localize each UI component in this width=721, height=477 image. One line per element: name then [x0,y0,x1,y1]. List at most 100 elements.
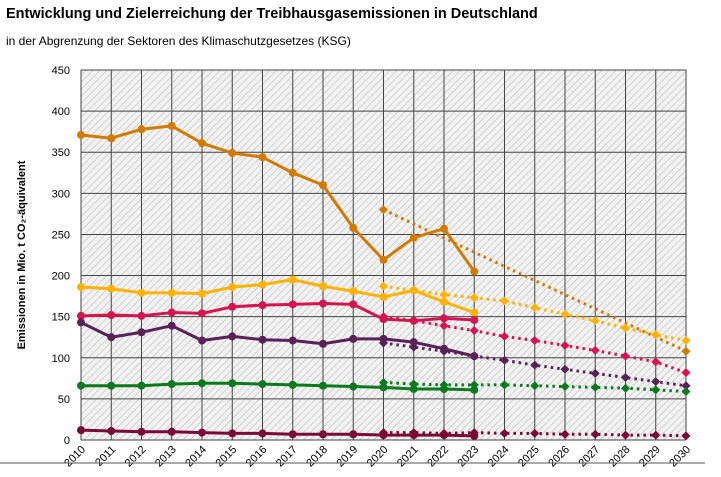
target-point [681,336,691,346]
target-point [560,382,570,392]
data-point [379,255,388,264]
data-point [258,429,267,438]
y-tick-label: 0 [64,435,70,447]
series-line [80,321,475,358]
target-point [530,336,540,346]
series-3-dotted [379,281,691,346]
target-point [590,382,600,392]
x-tick-label: 2015 [214,444,240,470]
data-point [440,314,448,323]
target-point [560,429,570,439]
x-tick-label: 2011 [93,444,118,469]
data-point [167,427,176,436]
data-point [288,380,297,389]
data-point [137,381,146,390]
data-point [440,297,448,306]
data-point [107,333,116,342]
series-9-dotted [379,377,691,396]
y-tick-label: 150 [52,312,70,324]
target-point [621,383,630,393]
target-point [409,379,419,389]
target-point [469,293,479,303]
data-point [409,338,418,347]
data-point [228,149,237,158]
data-point [440,224,448,233]
data-point [228,429,237,438]
target-point [560,309,570,319]
data-point [198,289,206,298]
chart-title: Entwicklung und Zielerreichung der Treib… [6,6,538,22]
data-point [137,311,146,320]
target-point [439,321,449,331]
target-point [530,360,540,370]
data-point [198,428,206,437]
x-tick-label: 2023 [456,444,482,470]
target-point [500,296,509,306]
data-point [137,328,146,337]
target-point [621,430,630,440]
target-point [409,428,419,438]
target-point [439,346,449,356]
target-point [530,303,540,313]
data-point [349,430,358,439]
target-point [651,330,661,340]
data-point [228,283,237,292]
target-point [379,205,388,215]
data-point [228,379,237,388]
target-point [590,368,600,378]
x-tick-label: 2018 [304,444,330,470]
data-point [198,309,206,318]
x-tick-label: 2010 [62,444,88,470]
data-point [349,223,358,232]
target-point [681,431,691,441]
data-point [349,334,358,343]
x-tick-label: 2019 [335,444,361,470]
data-point [319,282,327,291]
series-7-dotted [379,338,691,391]
data-point [137,125,146,134]
x-tick-label: 2025 [516,444,542,470]
data-point [137,288,146,297]
target-point [681,386,691,396]
data-point [137,427,146,436]
data-point [379,292,388,301]
data-point [319,339,327,348]
target-point [439,428,449,438]
data-point [77,381,85,390]
target-point [621,351,630,361]
series-line [80,428,475,438]
target-point [560,340,570,350]
x-tick-label: 2020 [365,444,391,470]
x-tick-label: 2029 [637,444,663,470]
series-line [383,315,687,374]
data-point [258,335,267,344]
data-point [167,380,176,389]
data-point [288,300,297,309]
y-tick-label: 100 [52,353,70,365]
data-point [319,430,327,439]
y-tick-label: 200 [52,271,70,283]
y-tick-label: 250 [52,229,70,241]
series-0-solid [77,121,479,276]
data-point [470,315,479,324]
target-point [379,428,388,438]
chart-subtitle: in der Abgrenzung der Sektoren des Klima… [6,34,351,48]
data-point [409,385,418,394]
data-point [258,153,267,162]
data-point [107,134,116,143]
target-point [500,380,509,390]
x-tick-label: 2028 [607,444,633,470]
data-point [198,379,206,388]
series-line [383,341,687,388]
series-4-solid [77,299,479,325]
target-point [469,380,479,390]
target-point [621,373,630,383]
target-point [469,428,479,438]
target-point [621,323,630,333]
target-point [681,346,691,356]
target-point [409,285,419,295]
data-point [167,121,176,130]
data-point [319,299,327,308]
data-point [470,385,479,394]
